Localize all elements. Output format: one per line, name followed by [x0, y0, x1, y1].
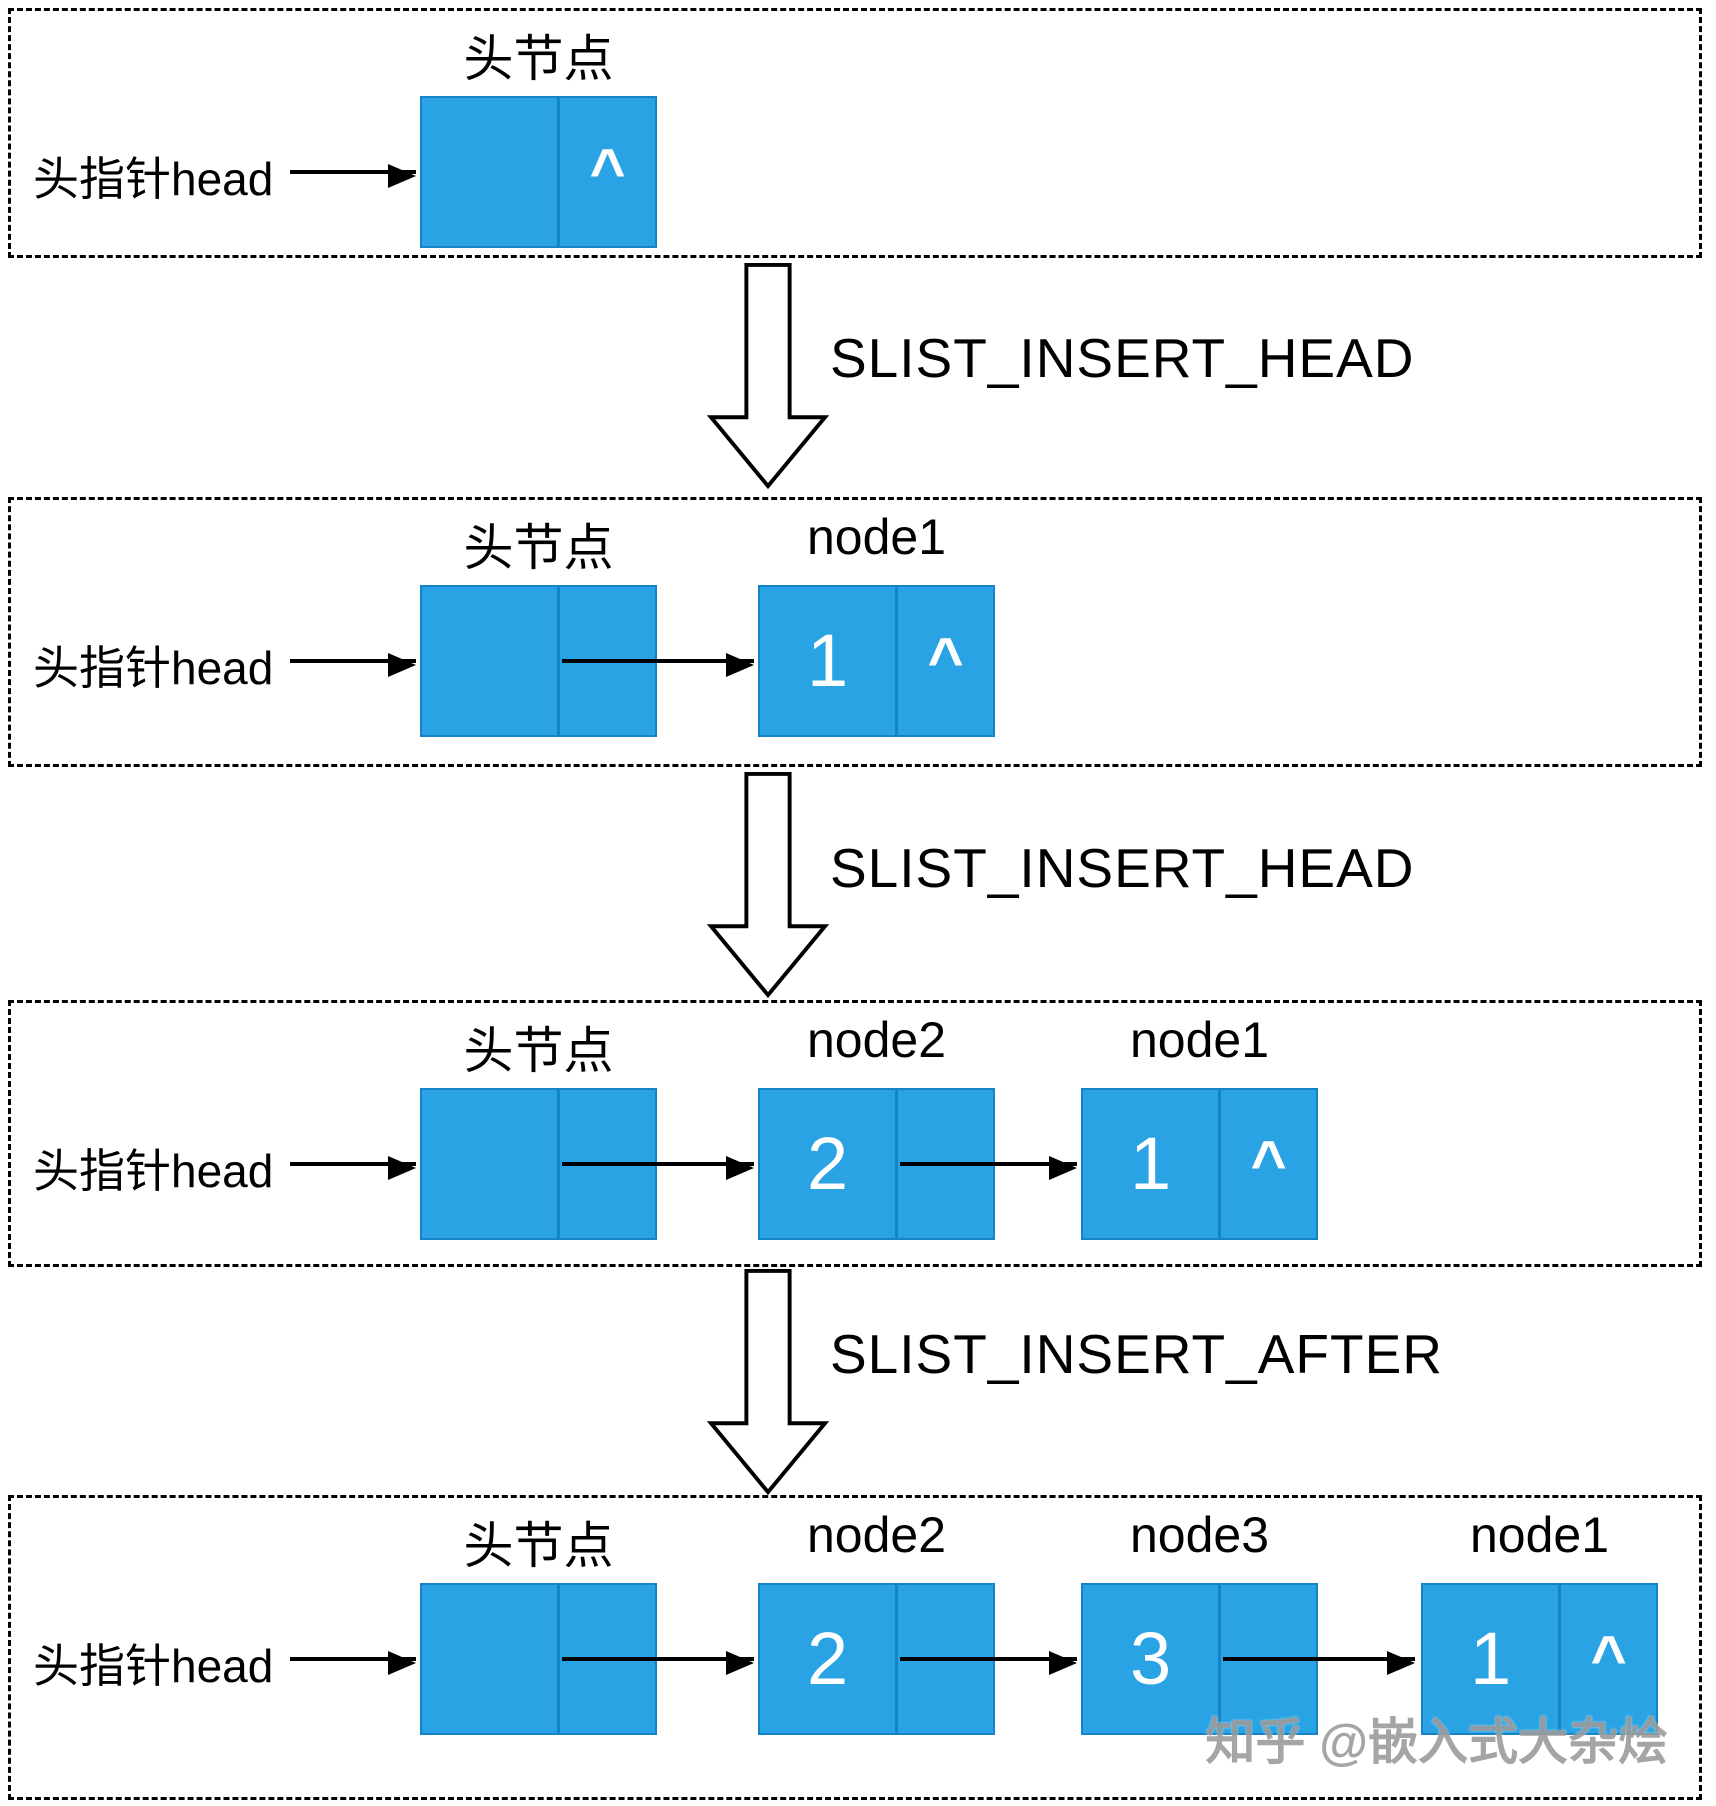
- node-label: node2: [806, 1507, 947, 1563]
- node-next-pointer: ^: [927, 626, 964, 695]
- transition-label: SLIST_INSERT_HEAD: [830, 837, 1415, 899]
- head-pointer-arrow-icon: [290, 653, 416, 677]
- list-node-box: 2: [758, 1583, 995, 1735]
- list-node-box: 1 ^: [758, 585, 995, 737]
- head-pointer-label: 头指针head: [33, 153, 274, 205]
- node-label: 头节点: [463, 520, 614, 576]
- node-label: 头节点: [463, 31, 614, 87]
- head-pointer-label: 头指针head: [33, 1640, 274, 1692]
- list-node-box: 1 ^: [1081, 1088, 1318, 1240]
- down-arrow-icon: [706, 262, 830, 490]
- list-node-box: ^: [420, 96, 657, 248]
- head-pointer-arrow-icon: [290, 1651, 416, 1675]
- node-value: 2: [760, 1090, 899, 1238]
- link-arrow-icon: [562, 1651, 754, 1675]
- node-value: [422, 1585, 561, 1733]
- transition-label: SLIST_INSERT_AFTER: [830, 1323, 1443, 1385]
- head-pointer-label: 头指针head: [33, 1145, 274, 1197]
- node-label: 头节点: [463, 1023, 614, 1079]
- node-value: 2: [760, 1585, 899, 1733]
- node-value: 1: [1423, 1585, 1562, 1733]
- head-pointer-arrow-icon: [290, 1156, 416, 1180]
- node-next-pointer: ^: [589, 137, 626, 206]
- node-label: node1: [806, 509, 947, 565]
- head-pointer-label: 头指针head: [33, 642, 274, 694]
- link-arrow-icon: [900, 1651, 1077, 1675]
- node-next-pointer: ^: [1250, 1129, 1287, 1198]
- node-label: node1: [1129, 1012, 1270, 1068]
- watermark: 知乎 @嵌入式大杂烩: [1205, 1714, 1668, 1770]
- node-value: 3: [1083, 1585, 1222, 1733]
- link-arrow-icon: [1223, 1651, 1415, 1675]
- node-value: [422, 587, 561, 735]
- node-value: [422, 98, 561, 246]
- panel-one-node: 头指针head 头节点 node1 1 ^: [8, 497, 1702, 767]
- list-node-box: 1 ^: [1421, 1583, 1658, 1735]
- down-arrow-icon: [706, 1268, 830, 1496]
- link-arrow-icon: [562, 1156, 754, 1180]
- node-value: 1: [760, 587, 899, 735]
- link-arrow-icon: [900, 1156, 1077, 1180]
- down-arrow-icon: [706, 771, 830, 999]
- node-value: 1: [1083, 1090, 1222, 1238]
- panel-three-nodes: 头指针head 头节点 node2 2 node3 3 node1 1 ^: [8, 1495, 1702, 1800]
- node-label: node2: [806, 1012, 947, 1068]
- head-pointer-arrow-icon: [290, 164, 416, 188]
- panel-empty-list: 头指针head 头节点 ^: [8, 8, 1702, 258]
- link-arrow-icon: [562, 653, 754, 677]
- node-value: [422, 1090, 561, 1238]
- node-label: 头节点: [463, 1518, 614, 1574]
- node-next-pointer: ^: [1590, 1624, 1627, 1693]
- node-label: node1: [1469, 1507, 1610, 1563]
- transition-label: SLIST_INSERT_HEAD: [830, 327, 1415, 389]
- panel-two-nodes: 头指针head 头节点 node2 2 node1 1 ^: [8, 1000, 1702, 1267]
- node-label: node3: [1129, 1507, 1270, 1563]
